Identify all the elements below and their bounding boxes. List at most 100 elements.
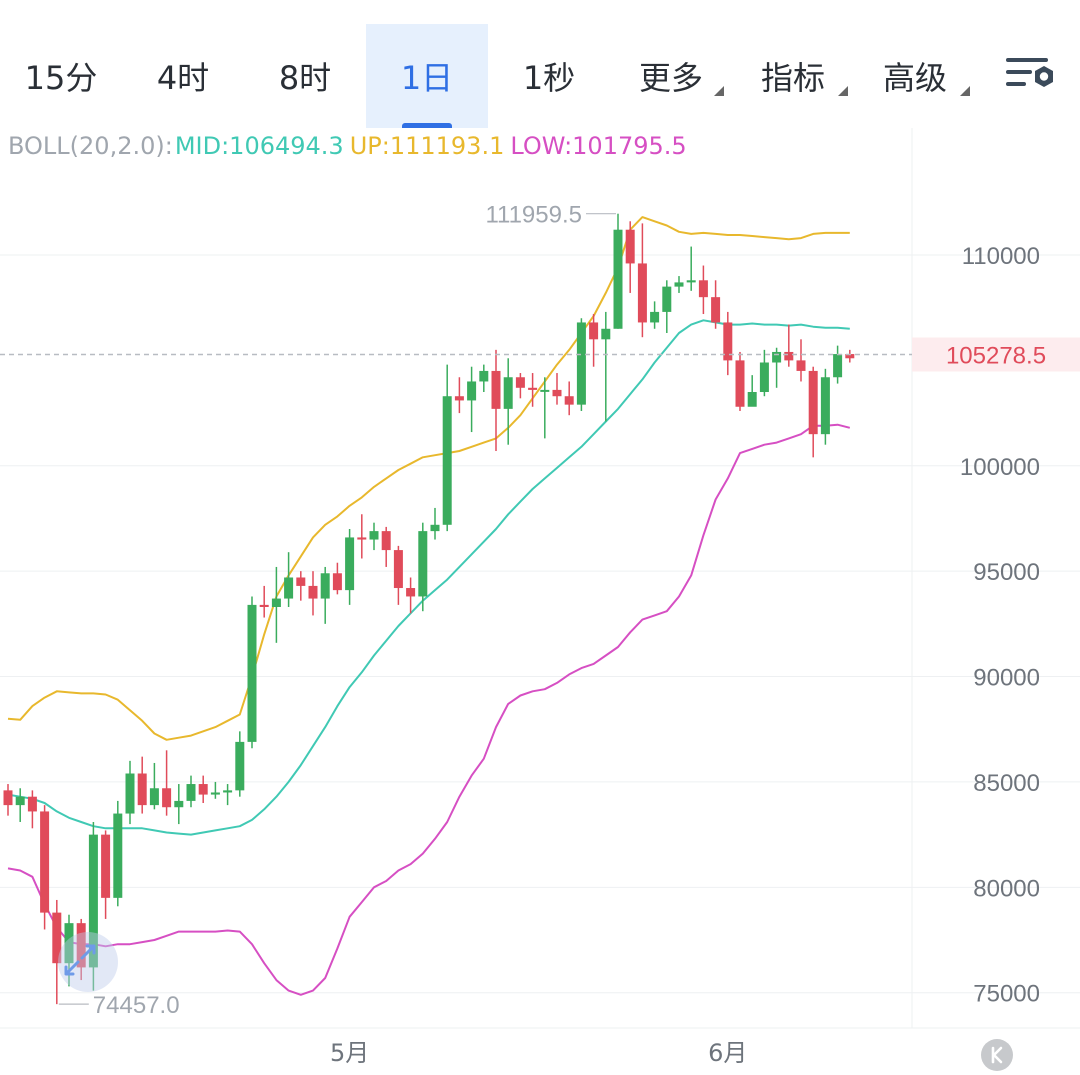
boll-low-line: [7, 423, 851, 996]
y-tick-label: 75000: [973, 981, 1040, 1008]
candle-body: [625, 229, 635, 264]
boll-mid-line: [7, 319, 850, 836]
candle-body: [284, 577, 294, 599]
tab-4h[interactable]: 4时: [122, 24, 244, 128]
x-tick-label: 5月: [330, 1039, 369, 1066]
candle-body: [186, 784, 196, 801]
candle-body: [576, 322, 586, 405]
candle-body: [698, 280, 708, 298]
candle-body: [235, 741, 245, 791]
candle-body: [820, 377, 830, 435]
candle-body: [308, 585, 318, 599]
candle-body: [515, 377, 525, 388]
active-tab-indicator: [402, 123, 452, 128]
chart-settings-icon[interactable]: [1000, 52, 1060, 102]
boll-mid: MID:106494.3: [174, 132, 344, 160]
candle-body: [491, 370, 501, 409]
expand-arrows-icon[interactable]: [58, 932, 118, 992]
candle-body: [27, 796, 37, 812]
boll-up-line: [7, 216, 850, 741]
candle-body: [162, 788, 172, 808]
candle-body: [784, 351, 794, 361]
y-tick-label: 100000: [960, 454, 1040, 481]
candle-body: [735, 360, 745, 407]
candle-body: [454, 396, 464, 401]
candle-body: [247, 604, 257, 742]
tab-label: 15分: [24, 59, 98, 97]
candle-body: [64, 923, 74, 964]
candle-body: [15, 796, 25, 806]
current-price-label: 105278.5: [946, 343, 1046, 370]
dropdown-caret-icon: [960, 86, 970, 96]
tab-indicators[interactable]: 指标: [732, 24, 854, 128]
tab-label: 高级: [882, 59, 947, 97]
candle-body: [808, 370, 818, 435]
tab-advanced[interactable]: 高级: [854, 24, 976, 128]
y-tick-label: 80000: [973, 875, 1040, 902]
candle-body: [552, 389, 562, 397]
candle-body: [406, 588, 416, 597]
candle-body: [210, 792, 220, 795]
candle-body: [198, 784, 208, 795]
tab-label: 指标: [760, 59, 825, 97]
candle-body: [528, 387, 538, 390]
tab-label: 8时: [278, 59, 332, 97]
tab-label: 4时: [156, 59, 210, 97]
candle-body: [3, 790, 13, 806]
boll-name: BOLL(20,2.0):: [8, 132, 173, 160]
candle-body: [271, 598, 281, 607]
candle-body: [723, 322, 733, 361]
candle-body: [52, 912, 62, 964]
candle-body: [320, 573, 330, 599]
boll-up: UP:111193.1: [349, 132, 505, 160]
candle-body: [332, 573, 342, 591]
dropdown-caret-icon: [838, 86, 848, 96]
tab-8h[interactable]: 8时: [244, 24, 366, 128]
candle-body: [125, 773, 135, 814]
candle-body: [137, 773, 147, 806]
y-tick-label: 95000: [973, 559, 1040, 586]
x-tick-label: 6月: [708, 1039, 747, 1066]
boll-low: LOW:101795.5: [510, 132, 687, 160]
tab-1d[interactable]: 1日: [366, 24, 488, 128]
candle-body: [711, 297, 721, 323]
candlestick-chart[interactable]: 75000 80000 85000 90000 95000 100000 110000 5月 6…: [0, 128, 1080, 1066]
candle-body: [833, 354, 843, 378]
tab-1s[interactable]: 1秒: [488, 24, 610, 128]
candle-body: [637, 263, 647, 323]
candle-body: [772, 351, 782, 363]
candle-body: [467, 381, 477, 401]
candle-body: [442, 396, 452, 525]
candle-body: [686, 280, 696, 283]
candle-body: [589, 322, 599, 340]
y-tick-label: 85000: [973, 770, 1040, 797]
low-marker-label: 74457.0: [93, 992, 180, 1019]
current-price-tag: [912, 337, 1080, 372]
candle-body: [662, 286, 672, 312]
candle-body: [369, 531, 379, 540]
candle-body: [503, 377, 513, 409]
y-tick-label: 90000: [973, 665, 1040, 692]
candle-body: [149, 788, 159, 806]
candle-body: [418, 531, 428, 597]
candle-body: [650, 311, 660, 323]
boll-indicator-legend: BOLL(20,2.0):MID:106494.3 UP:111193.1 LOW:…: [8, 132, 693, 160]
candle-body: [479, 370, 489, 382]
tab-more[interactable]: 更多: [610, 24, 732, 128]
candle-body: [88, 834, 98, 968]
candle-body: [223, 790, 233, 793]
candle-body: [674, 282, 684, 287]
k-back-icon[interactable]: [981, 1039, 1013, 1071]
candle-body: [564, 396, 574, 405]
candle-body: [40, 811, 50, 913]
candle-body: [759, 362, 769, 393]
candle-body: [113, 813, 123, 898]
candle-body: [796, 360, 806, 371]
tab-15min[interactable]: 15分: [0, 24, 122, 128]
candle-body: [747, 392, 757, 407]
candle-body: [613, 229, 623, 329]
candle-body: [174, 800, 184, 808]
tab-label: 更多: [638, 59, 703, 97]
timeframe-tab-bar: 15分 4时 8时 1日 1秒 更多 指标 高级: [0, 0, 1080, 128]
candle-body: [345, 537, 355, 591]
